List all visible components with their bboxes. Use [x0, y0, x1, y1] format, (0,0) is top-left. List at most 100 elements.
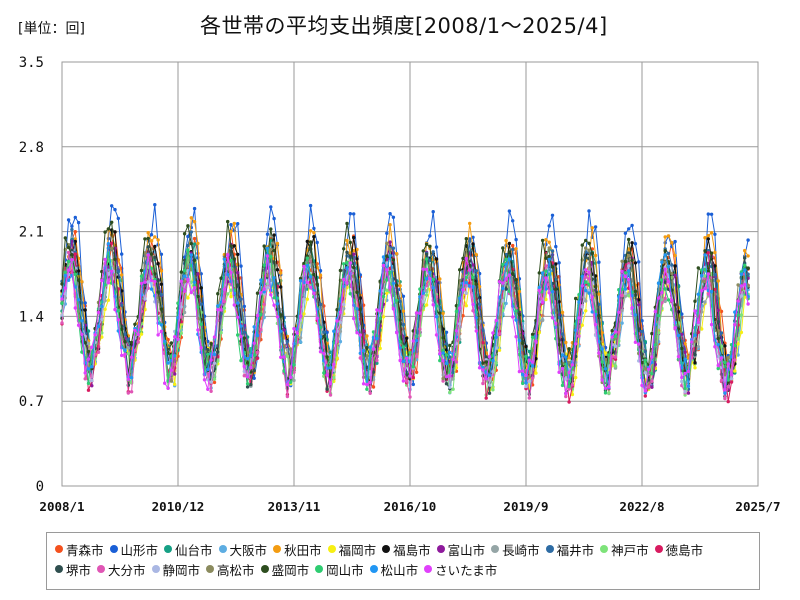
data-point [438, 325, 442, 329]
data-point [680, 379, 684, 384]
data-point [501, 262, 505, 267]
data-point [388, 240, 392, 244]
data-point [348, 292, 352, 296]
data-point [643, 371, 647, 375]
data-point [355, 279, 359, 283]
data-point [673, 264, 677, 268]
data-point [103, 307, 107, 311]
data-point [259, 278, 263, 282]
data-point [355, 307, 359, 311]
data-point [90, 365, 94, 369]
data-point [693, 339, 697, 344]
data-point [438, 351, 442, 356]
data-point [521, 341, 525, 346]
data-point [739, 313, 744, 317]
data-point [438, 277, 442, 281]
data-point [149, 278, 154, 283]
data-point [143, 297, 147, 301]
data-point [693, 299, 697, 303]
legend-label: 福島市 [393, 542, 431, 558]
data-point [275, 315, 280, 319]
data-point [192, 286, 197, 290]
data-point [173, 362, 177, 367]
data-point [537, 271, 541, 275]
data-point [358, 307, 362, 311]
data-point [192, 258, 197, 262]
data-point [620, 321, 624, 325]
data-point [408, 374, 412, 378]
data-point [680, 366, 684, 370]
data-point [481, 341, 485, 345]
data-point [398, 299, 402, 304]
data-point [501, 275, 505, 280]
legend-label: 大分市 [108, 562, 146, 578]
unit-label: [単位：回] [18, 21, 85, 37]
data-point [537, 330, 541, 335]
data-point [477, 285, 482, 289]
data-point [318, 273, 323, 277]
data-point [358, 273, 362, 277]
data-point [584, 238, 588, 243]
data-point [236, 283, 240, 287]
data-point [120, 327, 124, 331]
data-point [464, 256, 468, 261]
legend-label: 高松市 [217, 562, 255, 578]
data-point [169, 368, 174, 372]
data-point [451, 357, 455, 362]
data-point [216, 307, 220, 312]
data-point [418, 287, 422, 291]
data-point [149, 287, 154, 291]
data-point [179, 305, 183, 309]
data-point [680, 332, 684, 336]
data-point [650, 379, 654, 383]
data-point [530, 360, 535, 364]
data-point [146, 236, 150, 241]
data-point [607, 385, 611, 389]
data-point [584, 268, 588, 272]
data-point [289, 347, 293, 351]
data-point [504, 287, 508, 291]
data-point [683, 386, 687, 391]
data-point [90, 378, 94, 383]
data-point [627, 294, 631, 298]
data-point [106, 265, 111, 269]
data-point [279, 355, 283, 359]
data-point [86, 388, 91, 392]
data-point [83, 371, 87, 375]
data-point [454, 309, 459, 314]
data-point [342, 247, 346, 251]
data-point [182, 258, 187, 262]
data-point [103, 283, 107, 287]
data-point [726, 356, 730, 360]
data-point [550, 213, 555, 217]
data-point [620, 287, 624, 291]
data-point [182, 274, 187, 278]
data-point [332, 362, 336, 366]
data-point [385, 241, 389, 245]
data-point [507, 273, 512, 277]
data-point [660, 260, 664, 264]
data-point [501, 308, 505, 313]
data-point [239, 297, 243, 301]
data-point [408, 395, 412, 399]
data-point [703, 274, 707, 278]
data-point [643, 340, 647, 344]
data-point [587, 282, 591, 287]
data-point [663, 260, 667, 264]
legend-item: 岡山市 [315, 560, 364, 579]
data-point [550, 290, 555, 294]
data-point [464, 280, 468, 285]
data-point [332, 329, 336, 333]
data-point [255, 350, 260, 354]
data-point [265, 254, 270, 258]
data-point [388, 223, 392, 227]
data-point [593, 253, 598, 258]
data-point [434, 315, 439, 319]
data-point [361, 329, 366, 333]
data-point [557, 283, 561, 287]
data-point [438, 358, 442, 363]
data-point [650, 355, 654, 359]
data-point [96, 324, 101, 329]
data-point [554, 244, 558, 249]
data-point [156, 262, 160, 266]
